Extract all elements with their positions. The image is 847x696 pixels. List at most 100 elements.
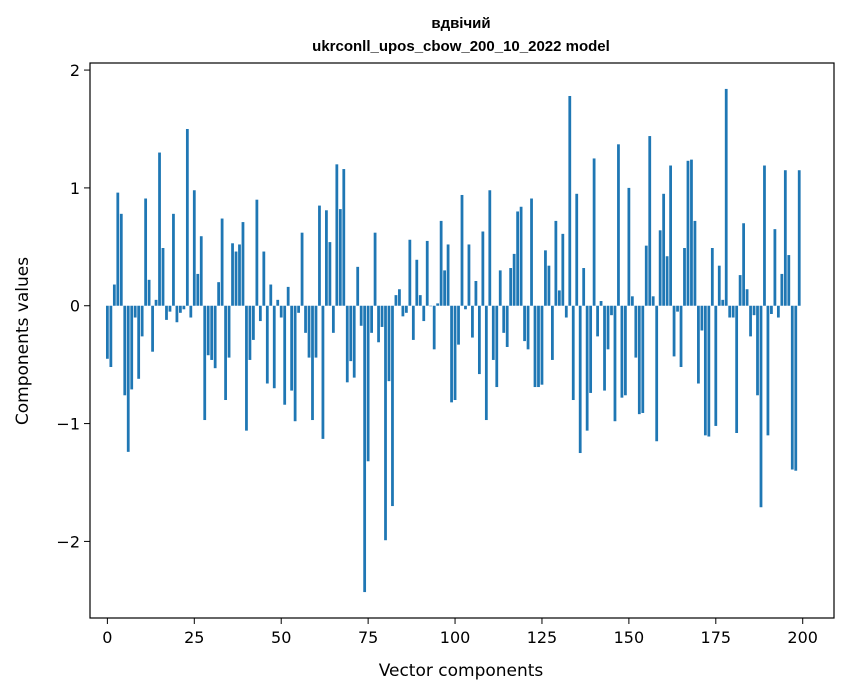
- bar-134: [571, 305, 575, 401]
- bar-52: [286, 286, 290, 306]
- bar-121: [526, 305, 530, 350]
- bar-11: [144, 198, 148, 306]
- bar-114: [502, 305, 506, 333]
- bar-124: [537, 305, 540, 388]
- bar-138: [585, 305, 589, 431]
- bar-3: [116, 192, 120, 306]
- bar-115: [505, 305, 509, 347]
- bar-101: [457, 305, 460, 345]
- bar-49: [276, 299, 280, 306]
- bar-73: [359, 305, 363, 326]
- x-tick-label: 175: [701, 628, 732, 647]
- bar-156: [648, 136, 652, 306]
- bar-127: [547, 265, 551, 306]
- bar-53: [290, 305, 294, 391]
- bar-13: [151, 305, 154, 352]
- bar-193: [776, 305, 780, 318]
- x-tick-label: 100: [440, 628, 471, 647]
- bar-161: [665, 256, 669, 306]
- bar-79: [380, 305, 384, 327]
- bar-135: [575, 193, 579, 306]
- bar-126: [544, 250, 547, 306]
- bar-62: [321, 305, 325, 439]
- bar-104: [467, 244, 471, 306]
- bar-8: [133, 305, 137, 318]
- bar-194: [780, 273, 784, 306]
- plot-frame: [89, 62, 835, 619]
- bar-35: [227, 305, 231, 358]
- bar-131: [561, 233, 565, 306]
- bar-2: [112, 284, 116, 306]
- bar-32: [217, 282, 221, 306]
- bar-23: [185, 128, 189, 306]
- bar-43: [255, 199, 259, 306]
- bar-98: [446, 244, 450, 306]
- bar-183: [742, 223, 745, 306]
- bar-184: [745, 289, 749, 306]
- bar-187: [756, 305, 759, 396]
- bar-38: [238, 244, 241, 306]
- bar-36: [231, 243, 234, 306]
- bar-99: [450, 305, 453, 403]
- bar-87: [408, 239, 412, 306]
- bar-75: [366, 305, 370, 462]
- bar-146: [613, 305, 617, 422]
- bar-27: [199, 236, 203, 306]
- bar-133: [568, 95, 572, 306]
- bar-122: [530, 198, 533, 306]
- bar-50: [279, 305, 283, 318]
- bar-18: [168, 305, 172, 312]
- bar-71: [352, 305, 356, 378]
- bar-167: [686, 160, 690, 306]
- bar-111: [491, 305, 495, 360]
- bar-12: [147, 279, 151, 306]
- bar-20: [175, 305, 179, 323]
- bar-154: [641, 305, 645, 413]
- bar-29: [206, 305, 210, 356]
- y-tick-label: −2: [56, 532, 80, 551]
- bar-84: [398, 289, 401, 306]
- bar-191: [770, 305, 773, 314]
- bar-94: [432, 305, 436, 350]
- bar-55: [297, 305, 300, 313]
- y-axis-label: Components values: [13, 257, 33, 425]
- bar-16: [161, 248, 165, 306]
- x-axis-label: Vector components: [379, 661, 544, 681]
- bar-95: [436, 303, 440, 306]
- x-tick-label: 125: [527, 628, 558, 647]
- bar-110: [488, 190, 492, 306]
- bar-177: [721, 299, 725, 306]
- bar-83: [394, 295, 398, 306]
- bar-164: [676, 305, 679, 312]
- bar-6: [126, 305, 130, 452]
- bar-174: [710, 248, 714, 306]
- x-tick-label: 75: [358, 628, 378, 647]
- bar-142: [599, 301, 603, 306]
- bar-165: [679, 305, 683, 368]
- x-tick-label: 200: [787, 628, 818, 647]
- bar-58: [307, 305, 311, 358]
- bar-65: [331, 305, 335, 333]
- bar-4: [119, 213, 123, 306]
- bar-141: [596, 305, 599, 337]
- bar-56: [300, 232, 304, 306]
- bar-47: [269, 284, 273, 306]
- bar-40: [245, 305, 248, 431]
- bar-33: [220, 218, 224, 306]
- y-tick-label: 2: [70, 61, 80, 80]
- bar-168: [690, 159, 693, 306]
- bar-91: [422, 305, 426, 322]
- bar-45: [262, 251, 266, 306]
- bar-44: [258, 305, 262, 322]
- bar-59: [311, 305, 314, 421]
- bar-89: [415, 259, 419, 306]
- bar-76: [370, 305, 373, 333]
- bar-39: [241, 222, 245, 306]
- bar-195: [783, 170, 787, 306]
- bar-78: [377, 305, 380, 343]
- bar-41: [248, 305, 252, 360]
- bar-120: [523, 305, 526, 342]
- bar-188: [759, 305, 763, 508]
- bar-119: [519, 206, 523, 306]
